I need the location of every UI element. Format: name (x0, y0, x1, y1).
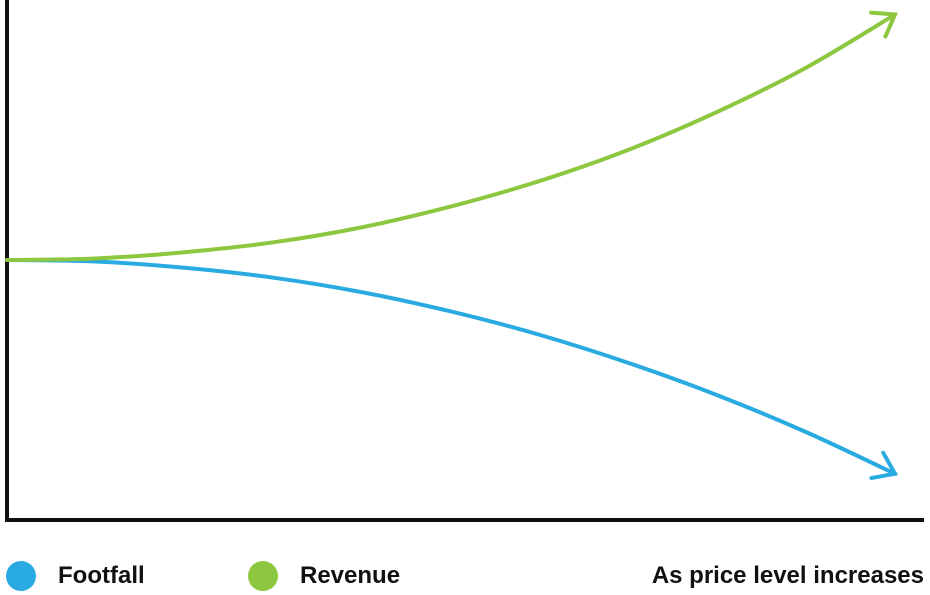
series-layer (5, 10, 899, 481)
chart-plot (5, 0, 924, 522)
legend-item-revenue: Revenue (248, 558, 400, 594)
series-line-footfall (5, 258, 897, 476)
legend-swatch-footfall (6, 561, 36, 591)
arrowhead-revenue (869, 10, 898, 39)
legend-swatch-revenue (248, 561, 278, 591)
arrowhead-footfall (869, 450, 899, 481)
legend-label-revenue: Revenue (300, 562, 401, 589)
legend-label-footfall: Footfall (58, 562, 145, 589)
series-line-revenue (5, 12, 897, 262)
legend-item-footfall: Footfall (6, 558, 145, 594)
x-axis-label: As price level increases (651, 562, 924, 589)
